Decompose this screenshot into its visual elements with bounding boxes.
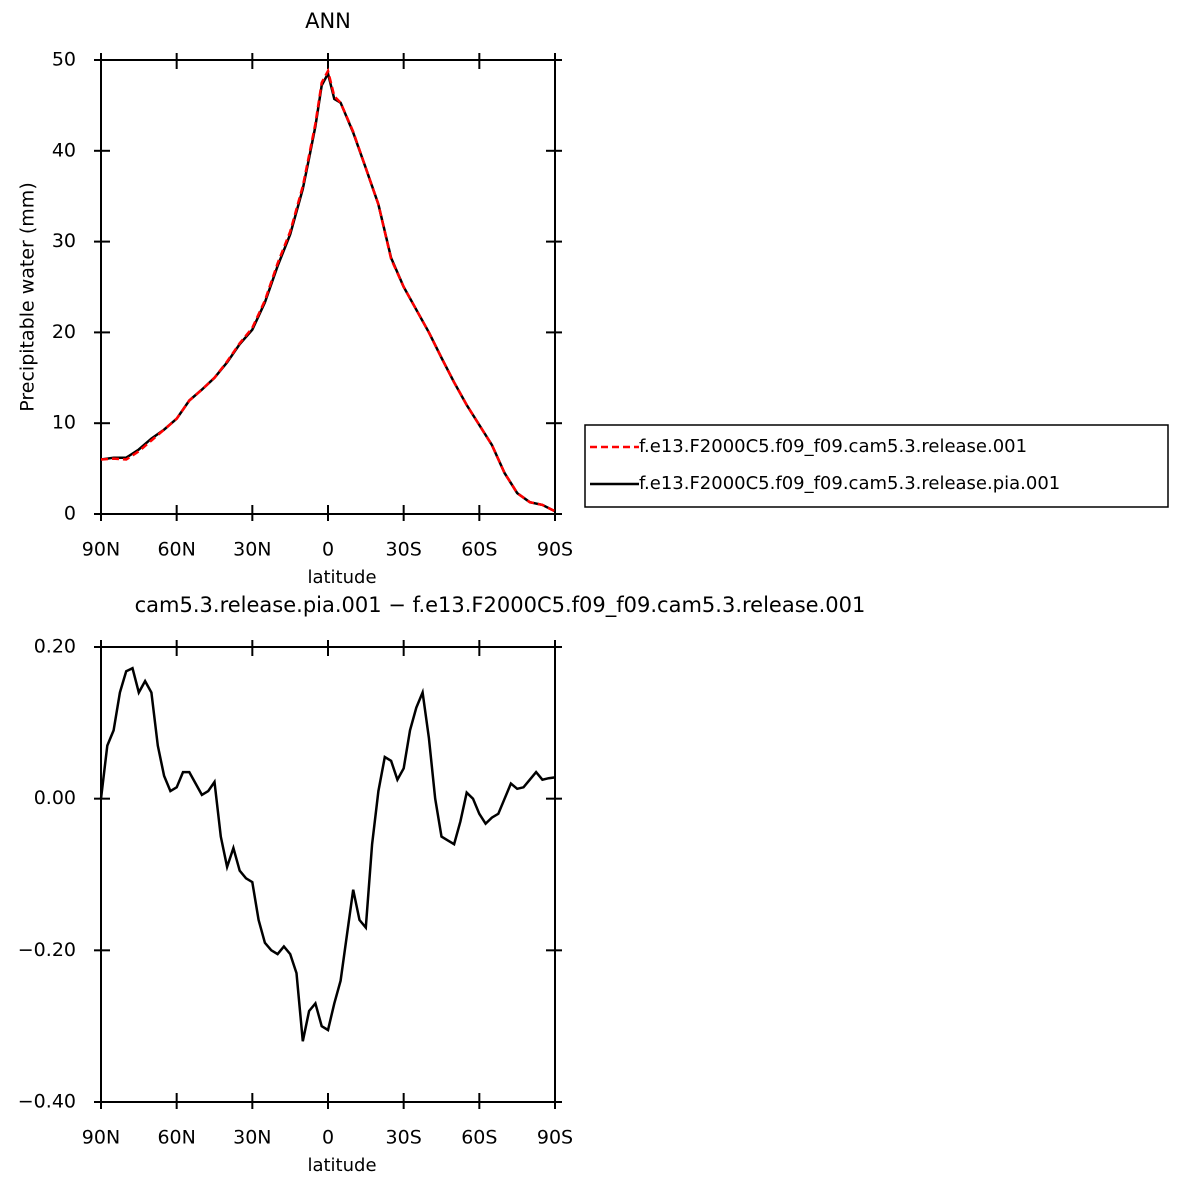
x-tick-label: 60N <box>157 1127 195 1149</box>
x-tick-label: 30S <box>386 1127 422 1149</box>
data-line <box>100 67 556 513</box>
plot-frame <box>100 59 556 515</box>
y-tick-label: −0.20 <box>18 939 76 961</box>
x-tick-label: 30N <box>233 539 271 561</box>
y-tick-label: 20 <box>52 321 76 343</box>
y-tick-label: 50 <box>52 49 76 71</box>
y-tick-label: −0.40 <box>18 1091 76 1113</box>
data-line <box>100 70 556 513</box>
legend-box <box>584 424 1169 508</box>
y-tick-label: 0 <box>64 503 76 525</box>
legend-label: f.e13.F2000C5.f09_f09.cam5.3.release.pia… <box>639 473 1060 494</box>
x-tick-label: 60S <box>461 539 497 561</box>
x-tick-label: 90N <box>82 1127 120 1149</box>
x-tick-label: 30S <box>386 539 422 561</box>
x-tick-label: 60N <box>157 539 195 561</box>
x-tick-label: 60S <box>461 1127 497 1149</box>
x-tick-label: 90S <box>537 1127 573 1149</box>
y-axis-label: Precipitable water (mm) <box>17 182 39 411</box>
y-tick-label: 40 <box>52 139 76 161</box>
y-tick-label: 0.00 <box>34 787 76 809</box>
data-line <box>99 666 556 1042</box>
plot-frame <box>100 646 556 1103</box>
y-tick-label: 30 <box>52 230 76 252</box>
x-axis-label: latitude <box>307 1155 376 1176</box>
legend-label: f.e13.F2000C5.f09_f09.cam5.3.release.001 <box>639 436 1027 457</box>
x-tick-label: 0 <box>322 1127 334 1149</box>
x-tick-label: 90S <box>537 539 573 561</box>
x-axis-label: latitude <box>307 567 376 588</box>
y-tick-label: 10 <box>52 412 76 434</box>
chart-title: cam5.3.release.pia.001 − f.e13.F2000C5.f… <box>135 593 866 618</box>
x-tick-label: 90N <box>82 539 120 561</box>
x-tick-label: 30N <box>233 1127 271 1149</box>
x-tick-label: 0 <box>322 539 334 561</box>
chart-title: ANN <box>305 9 351 33</box>
y-tick-label: 0.20 <box>34 636 76 658</box>
